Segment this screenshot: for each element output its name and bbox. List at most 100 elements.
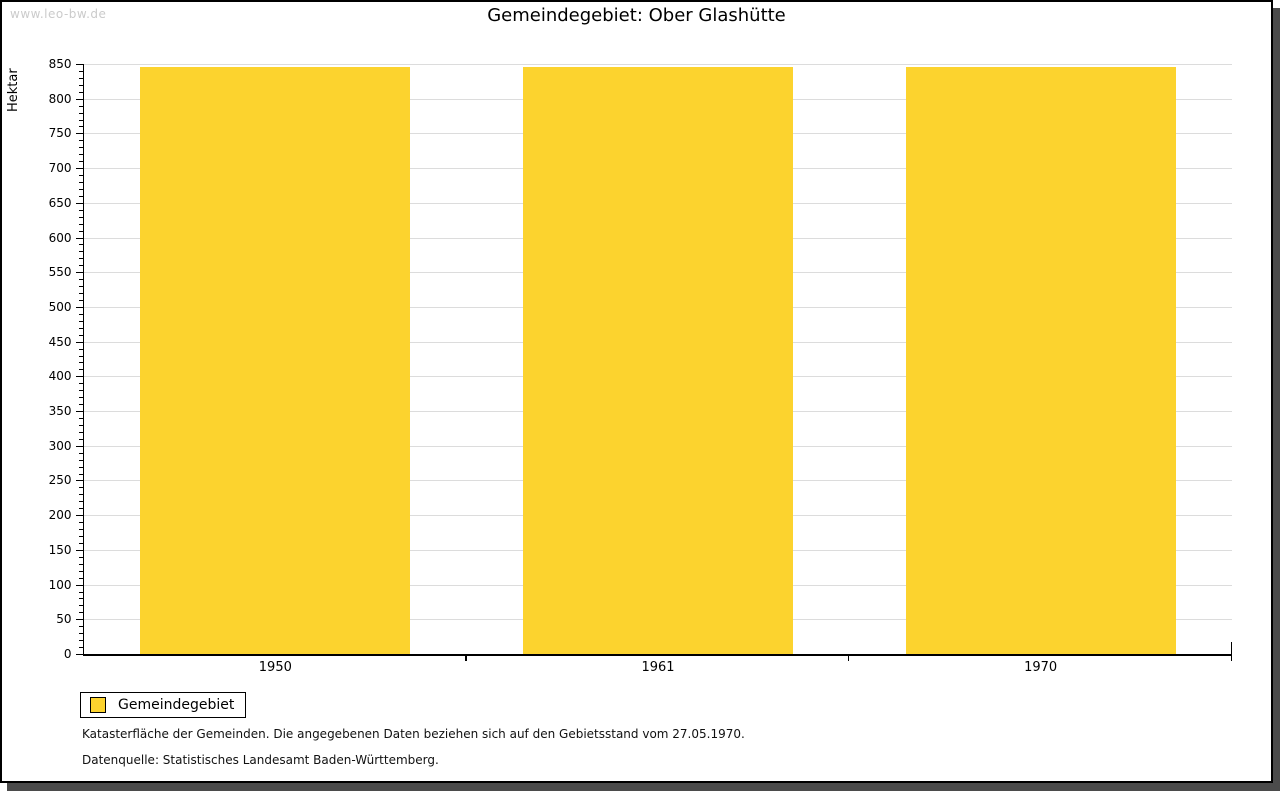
y-minor-tick bbox=[78, 258, 83, 260]
y-minor-tick bbox=[78, 327, 83, 329]
y-minor-tick bbox=[78, 188, 83, 190]
y-tick-label: 850 bbox=[48, 57, 72, 71]
y-minor-tick bbox=[78, 633, 83, 635]
y-major-tick bbox=[75, 306, 83, 308]
x-axis-line bbox=[82, 654, 1232, 656]
y-minor-tick bbox=[78, 612, 83, 614]
y-minor-tick bbox=[78, 466, 83, 468]
y-major-tick bbox=[75, 411, 83, 413]
y-tick-label: 200 bbox=[48, 508, 72, 523]
y-minor-tick bbox=[78, 556, 83, 558]
y-major-tick bbox=[75, 64, 83, 65]
y-tick-label: 300 bbox=[48, 438, 72, 453]
y-tick-label: 550 bbox=[48, 265, 72, 280]
y-major-tick bbox=[75, 654, 83, 655]
y-minor-tick bbox=[78, 320, 83, 322]
y-minor-tick bbox=[78, 473, 83, 475]
y-minor-tick bbox=[78, 348, 83, 350]
y-minor-tick bbox=[78, 147, 83, 149]
y-minor-tick bbox=[78, 175, 83, 177]
y-minor-tick bbox=[78, 119, 83, 121]
y-minor-tick bbox=[78, 91, 83, 93]
y-minor-tick bbox=[78, 161, 83, 163]
y-tick-label: 700 bbox=[48, 161, 72, 176]
y-major-tick bbox=[75, 237, 83, 239]
y-major-tick bbox=[75, 515, 83, 517]
y-minor-tick bbox=[78, 154, 83, 156]
y-minor-tick bbox=[78, 640, 83, 642]
y-minor-tick bbox=[78, 244, 83, 246]
y-major-tick bbox=[75, 133, 83, 135]
y-tick-label: 100 bbox=[48, 577, 72, 592]
y-minor-tick bbox=[78, 112, 83, 114]
x-tick-label: 1950 bbox=[258, 660, 292, 675]
y-tick-label: 250 bbox=[48, 473, 72, 488]
x-boundary-tick bbox=[1230, 655, 1232, 661]
y-minor-tick bbox=[78, 418, 83, 419]
y-minor-tick bbox=[78, 334, 83, 336]
y-minor-tick bbox=[78, 536, 83, 537]
y-minor-tick bbox=[78, 390, 83, 392]
y-minor-tick bbox=[78, 563, 83, 565]
y-minor-tick bbox=[78, 452, 83, 454]
y-tick-label: 800 bbox=[48, 91, 72, 106]
gridline bbox=[84, 64, 1232, 65]
y-tick-label: 0 bbox=[63, 647, 72, 661]
x-boundary-tick bbox=[847, 655, 850, 661]
y-minor-tick bbox=[78, 251, 83, 253]
footnote-source-note: Katasterfläche der Gemeinden. Die angege… bbox=[82, 727, 745, 741]
y-minor-tick bbox=[78, 182, 83, 183]
y-major-tick bbox=[75, 445, 83, 447]
y-minor-tick bbox=[78, 605, 83, 607]
footnote-data-source: Datenquelle: Statistisches Landesamt Bad… bbox=[82, 753, 439, 767]
y-minor-tick bbox=[78, 362, 83, 364]
y-major-tick bbox=[75, 376, 83, 378]
y-minor-tick bbox=[78, 313, 83, 315]
y-tick-label: 150 bbox=[48, 542, 72, 557]
legend-color-swatch bbox=[90, 697, 106, 713]
y-minor-tick bbox=[78, 529, 83, 531]
y-major-tick bbox=[75, 584, 83, 586]
bar-1970 bbox=[905, 66, 1176, 654]
y-minor-tick bbox=[78, 383, 83, 385]
x-tick-label: 1961 bbox=[641, 660, 675, 675]
y-minor-tick bbox=[78, 195, 83, 197]
y-minor-tick bbox=[78, 397, 83, 399]
x-boundary-tick bbox=[465, 655, 467, 661]
y-minor-tick bbox=[78, 570, 83, 572]
y-major-tick bbox=[75, 549, 83, 551]
y-minor-tick bbox=[78, 126, 83, 128]
y-minor-tick bbox=[78, 438, 83, 440]
y-minor-tick bbox=[78, 230, 83, 232]
y-minor-tick bbox=[78, 487, 83, 489]
y-minor-tick bbox=[78, 279, 83, 281]
y-minor-tick bbox=[78, 300, 83, 301]
y-minor-tick bbox=[78, 598, 83, 600]
y-major-tick bbox=[75, 98, 83, 100]
y-minor-tick bbox=[78, 293, 83, 295]
y-major-tick bbox=[75, 341, 83, 343]
y-minor-tick bbox=[78, 70, 83, 72]
y-tick-label: 400 bbox=[48, 369, 72, 384]
y-minor-tick bbox=[78, 286, 83, 288]
y-tick-label: 650 bbox=[48, 195, 72, 210]
y-minor-tick bbox=[78, 105, 83, 107]
plot-area bbox=[84, 64, 1232, 654]
y-minor-tick bbox=[78, 140, 83, 142]
y-tick-label: 50 bbox=[56, 612, 72, 627]
y-minor-tick bbox=[78, 501, 83, 503]
y-minor-tick bbox=[78, 369, 83, 371]
y-axis-title: Hektar bbox=[6, 68, 21, 112]
y-minor-tick bbox=[78, 424, 83, 426]
chart-title: Gemeindegebiet: Ober Glashütte bbox=[487, 5, 786, 26]
y-tick-label: 450 bbox=[48, 334, 72, 349]
y-minor-tick bbox=[78, 431, 83, 433]
y-minor-tick bbox=[78, 77, 83, 79]
x-tick-label: 1970 bbox=[1024, 660, 1058, 675]
y-major-tick bbox=[75, 272, 83, 274]
y-minor-tick bbox=[78, 577, 83, 579]
y-axis-line bbox=[82, 64, 84, 656]
y-tick-label: 500 bbox=[48, 299, 72, 314]
y-minor-tick bbox=[78, 591, 83, 593]
